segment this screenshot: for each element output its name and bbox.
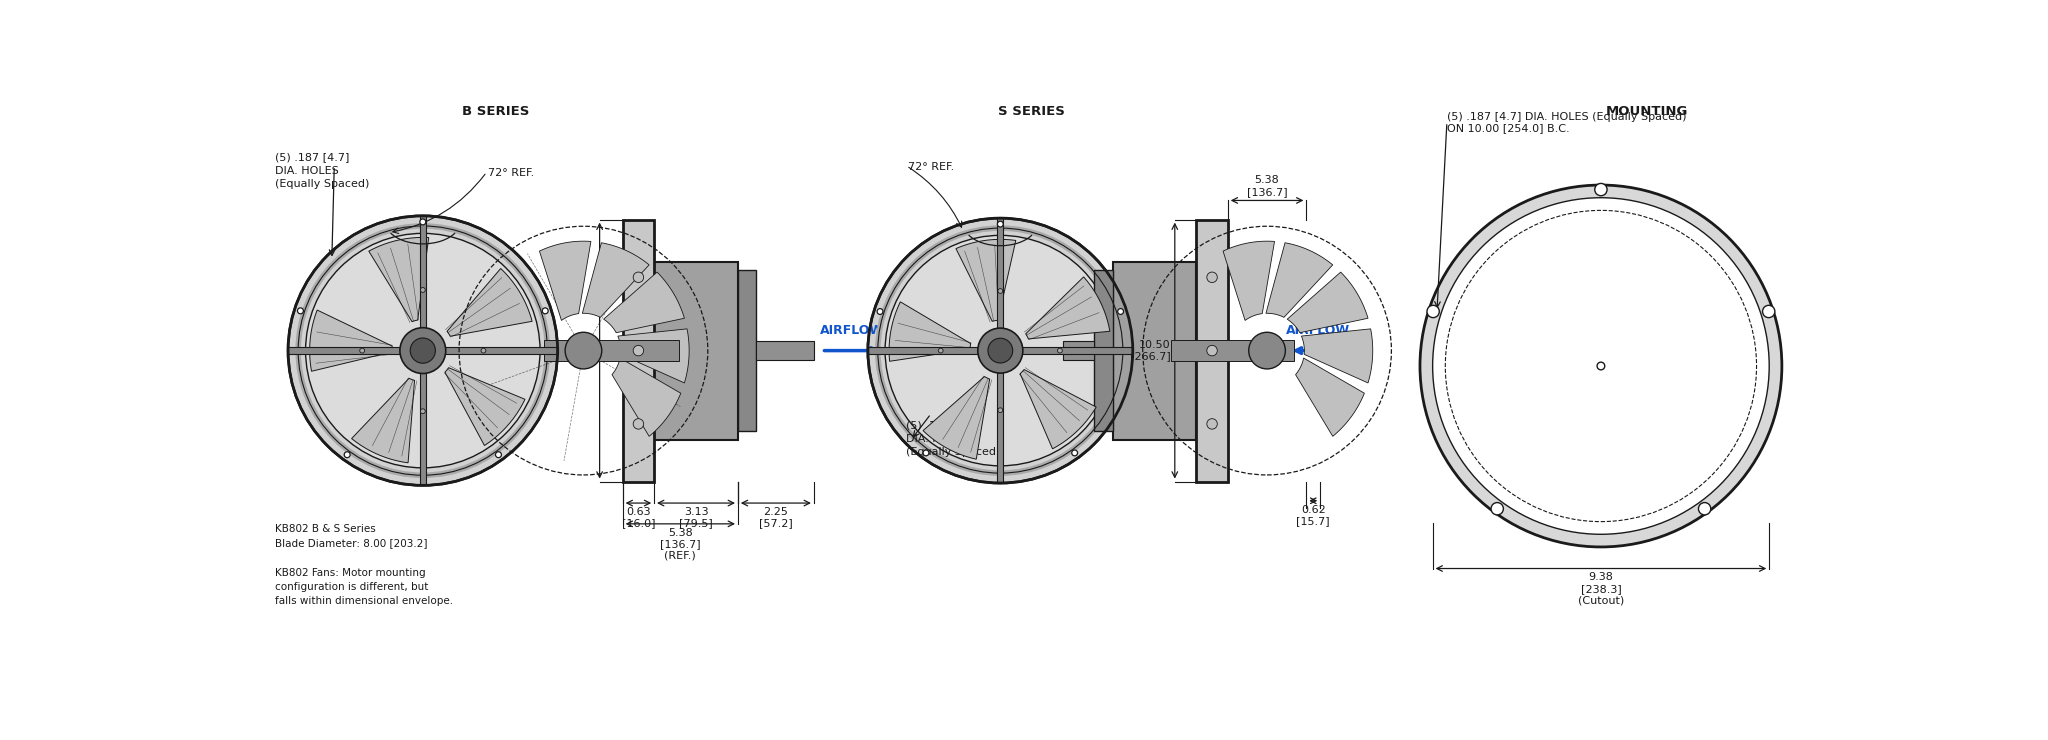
Circle shape bbox=[1763, 306, 1776, 317]
Bar bbox=[737, 271, 756, 431]
Bar bbox=[756, 341, 813, 360]
Polygon shape bbox=[1026, 277, 1110, 339]
Bar bbox=[623, 220, 653, 482]
Text: AIRFLOW: AIRFLOW bbox=[1286, 323, 1350, 337]
Polygon shape bbox=[1266, 243, 1333, 317]
Text: (5) .187 [4.7]
DIA. HOLES
(Equally Spaced): (5) .187 [4.7] DIA. HOLES (Equally Space… bbox=[274, 152, 369, 189]
Bar bbox=[420, 216, 426, 485]
Polygon shape bbox=[539, 241, 592, 320]
Circle shape bbox=[877, 309, 883, 314]
Text: 3.13
[79.5]: 3.13 [79.5] bbox=[680, 507, 713, 528]
Text: 72° REF.: 72° REF. bbox=[487, 169, 535, 178]
Text: (5) .187 [4.7] DIA. HOLES (Equally Spaced)
ON 10.00 [254.0] B.C.: (5) .187 [4.7] DIA. HOLES (Equally Space… bbox=[1448, 112, 1686, 133]
Polygon shape bbox=[1300, 329, 1372, 383]
Circle shape bbox=[1597, 362, 1606, 370]
Circle shape bbox=[1071, 450, 1077, 456]
Polygon shape bbox=[618, 329, 688, 383]
Polygon shape bbox=[446, 269, 532, 336]
Circle shape bbox=[420, 219, 426, 225]
Circle shape bbox=[987, 338, 1012, 363]
Bar bbox=[1171, 340, 1294, 361]
Bar bbox=[545, 340, 680, 361]
Circle shape bbox=[360, 349, 365, 353]
Bar bbox=[868, 347, 1133, 354]
Circle shape bbox=[1206, 346, 1217, 356]
Circle shape bbox=[410, 338, 436, 363]
Text: KB802 B & S Series
Blade Diameter: 8.00 [203.2]: KB802 B & S Series Blade Diameter: 8.00 … bbox=[274, 524, 428, 548]
Circle shape bbox=[997, 289, 1004, 293]
Polygon shape bbox=[309, 310, 393, 371]
Text: B SERIES: B SERIES bbox=[463, 105, 530, 118]
Circle shape bbox=[977, 328, 1022, 373]
Circle shape bbox=[1491, 502, 1503, 515]
Text: 2.25
[57.2]: 2.25 [57.2] bbox=[760, 507, 793, 528]
Text: 10.50
[266.7]: 10.50 [266.7] bbox=[555, 340, 596, 361]
Circle shape bbox=[344, 451, 350, 457]
Text: 72° REF.: 72° REF. bbox=[907, 162, 954, 172]
Circle shape bbox=[420, 408, 426, 414]
Circle shape bbox=[1057, 349, 1063, 353]
Text: 5.38
[136.7]: 5.38 [136.7] bbox=[1247, 175, 1288, 197]
Circle shape bbox=[496, 451, 502, 457]
Circle shape bbox=[1118, 309, 1124, 314]
Polygon shape bbox=[352, 378, 414, 462]
Circle shape bbox=[997, 408, 1004, 413]
Text: S SERIES: S SERIES bbox=[997, 105, 1065, 118]
Circle shape bbox=[543, 308, 549, 314]
Bar bbox=[1112, 261, 1196, 440]
Polygon shape bbox=[612, 358, 680, 437]
Bar bbox=[1196, 220, 1229, 482]
Text: 0.63
[16.0]: 0.63 [16.0] bbox=[623, 507, 655, 528]
Circle shape bbox=[305, 233, 541, 468]
Circle shape bbox=[565, 332, 602, 369]
Circle shape bbox=[633, 346, 643, 356]
Circle shape bbox=[633, 272, 643, 283]
Text: 9.38
[238.3]
(Cutout): 9.38 [238.3] (Cutout) bbox=[1577, 572, 1624, 605]
Polygon shape bbox=[1288, 272, 1368, 333]
Polygon shape bbox=[889, 302, 971, 361]
Text: 10.50
[266.7]: 10.50 [266.7] bbox=[1130, 340, 1171, 361]
Circle shape bbox=[420, 288, 426, 292]
Polygon shape bbox=[1296, 358, 1364, 437]
Circle shape bbox=[1427, 306, 1440, 317]
Text: (5) .187 [4.7]
DIA. HOLES
(Equally Spaced): (5) .187 [4.7] DIA. HOLES (Equally Space… bbox=[907, 420, 1001, 457]
Polygon shape bbox=[1223, 241, 1274, 320]
Polygon shape bbox=[604, 272, 684, 333]
Circle shape bbox=[297, 308, 303, 314]
Circle shape bbox=[1698, 502, 1710, 515]
Text: 5.38
[136.7]
(REF.): 5.38 [136.7] (REF.) bbox=[659, 528, 700, 561]
Bar bbox=[997, 218, 1004, 483]
Circle shape bbox=[868, 218, 1133, 483]
Circle shape bbox=[1206, 272, 1217, 283]
Text: 0.62
[15.7]: 0.62 [15.7] bbox=[1296, 505, 1329, 526]
Bar bbox=[653, 261, 737, 440]
Circle shape bbox=[1434, 198, 1769, 534]
Polygon shape bbox=[582, 243, 649, 317]
Text: AIRFLOW: AIRFLOW bbox=[821, 323, 885, 337]
Polygon shape bbox=[956, 239, 1016, 321]
Circle shape bbox=[1249, 332, 1286, 369]
Polygon shape bbox=[1020, 369, 1096, 449]
Polygon shape bbox=[924, 377, 989, 460]
Circle shape bbox=[289, 216, 557, 485]
Bar bbox=[1063, 341, 1094, 360]
Text: MOUNTING: MOUNTING bbox=[1606, 105, 1688, 118]
Circle shape bbox=[938, 349, 944, 353]
Circle shape bbox=[1595, 184, 1608, 196]
Circle shape bbox=[633, 419, 643, 429]
Bar bbox=[1094, 271, 1112, 431]
Circle shape bbox=[997, 221, 1004, 227]
Bar bbox=[289, 347, 557, 354]
Circle shape bbox=[1206, 419, 1217, 429]
Polygon shape bbox=[369, 238, 428, 322]
Text: KB802 Fans: Motor mounting
configuration is different, but
falls within dimensio: KB802 Fans: Motor mounting configuration… bbox=[274, 568, 453, 606]
Circle shape bbox=[885, 235, 1116, 465]
Circle shape bbox=[1419, 185, 1782, 547]
Circle shape bbox=[481, 349, 485, 353]
Polygon shape bbox=[444, 368, 524, 445]
Circle shape bbox=[924, 450, 930, 456]
Circle shape bbox=[399, 328, 446, 374]
